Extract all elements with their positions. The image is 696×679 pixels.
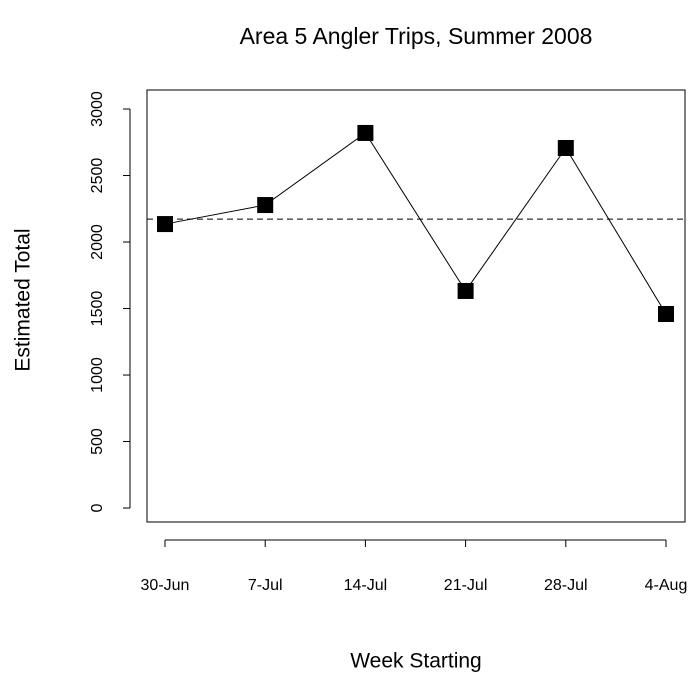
- x-tick-label: 30-Jun: [141, 577, 190, 594]
- y-axis-label: Estimated Total: [12, 228, 35, 371]
- series-line: [164, 132, 667, 315]
- point-marker: [157, 216, 173, 233]
- point-marker: [658, 305, 674, 322]
- x-tick-label: 4-Aug: [645, 577, 688, 594]
- y-tick-label: 0: [89, 503, 106, 512]
- y-tick-label: 2000: [89, 224, 106, 260]
- point-marker: [357, 124, 374, 141]
- y-tick-label: 1000: [89, 357, 106, 393]
- x-tick-label: 7-Jul: [248, 577, 283, 594]
- x-axis-label: Week Starting: [350, 650, 482, 673]
- chart-title: Area 5 Angler Trips, Summer 2008: [240, 23, 593, 49]
- point-marker: [557, 139, 574, 156]
- plot-frame: [146, 89, 686, 523]
- point-marker: [457, 282, 474, 299]
- x-tick-label: 21-Jul: [444, 577, 488, 594]
- point-marker: [257, 197, 274, 214]
- x-tick-label: 14-Jul: [344, 577, 388, 594]
- y-tick-label: 2500: [89, 158, 106, 194]
- y-tick-label: 1500: [89, 291, 106, 327]
- y-tick-label: 500: [89, 428, 106, 455]
- x-tick-label: 28-Jul: [544, 577, 588, 594]
- y-tick-label: 3000: [89, 91, 106, 127]
